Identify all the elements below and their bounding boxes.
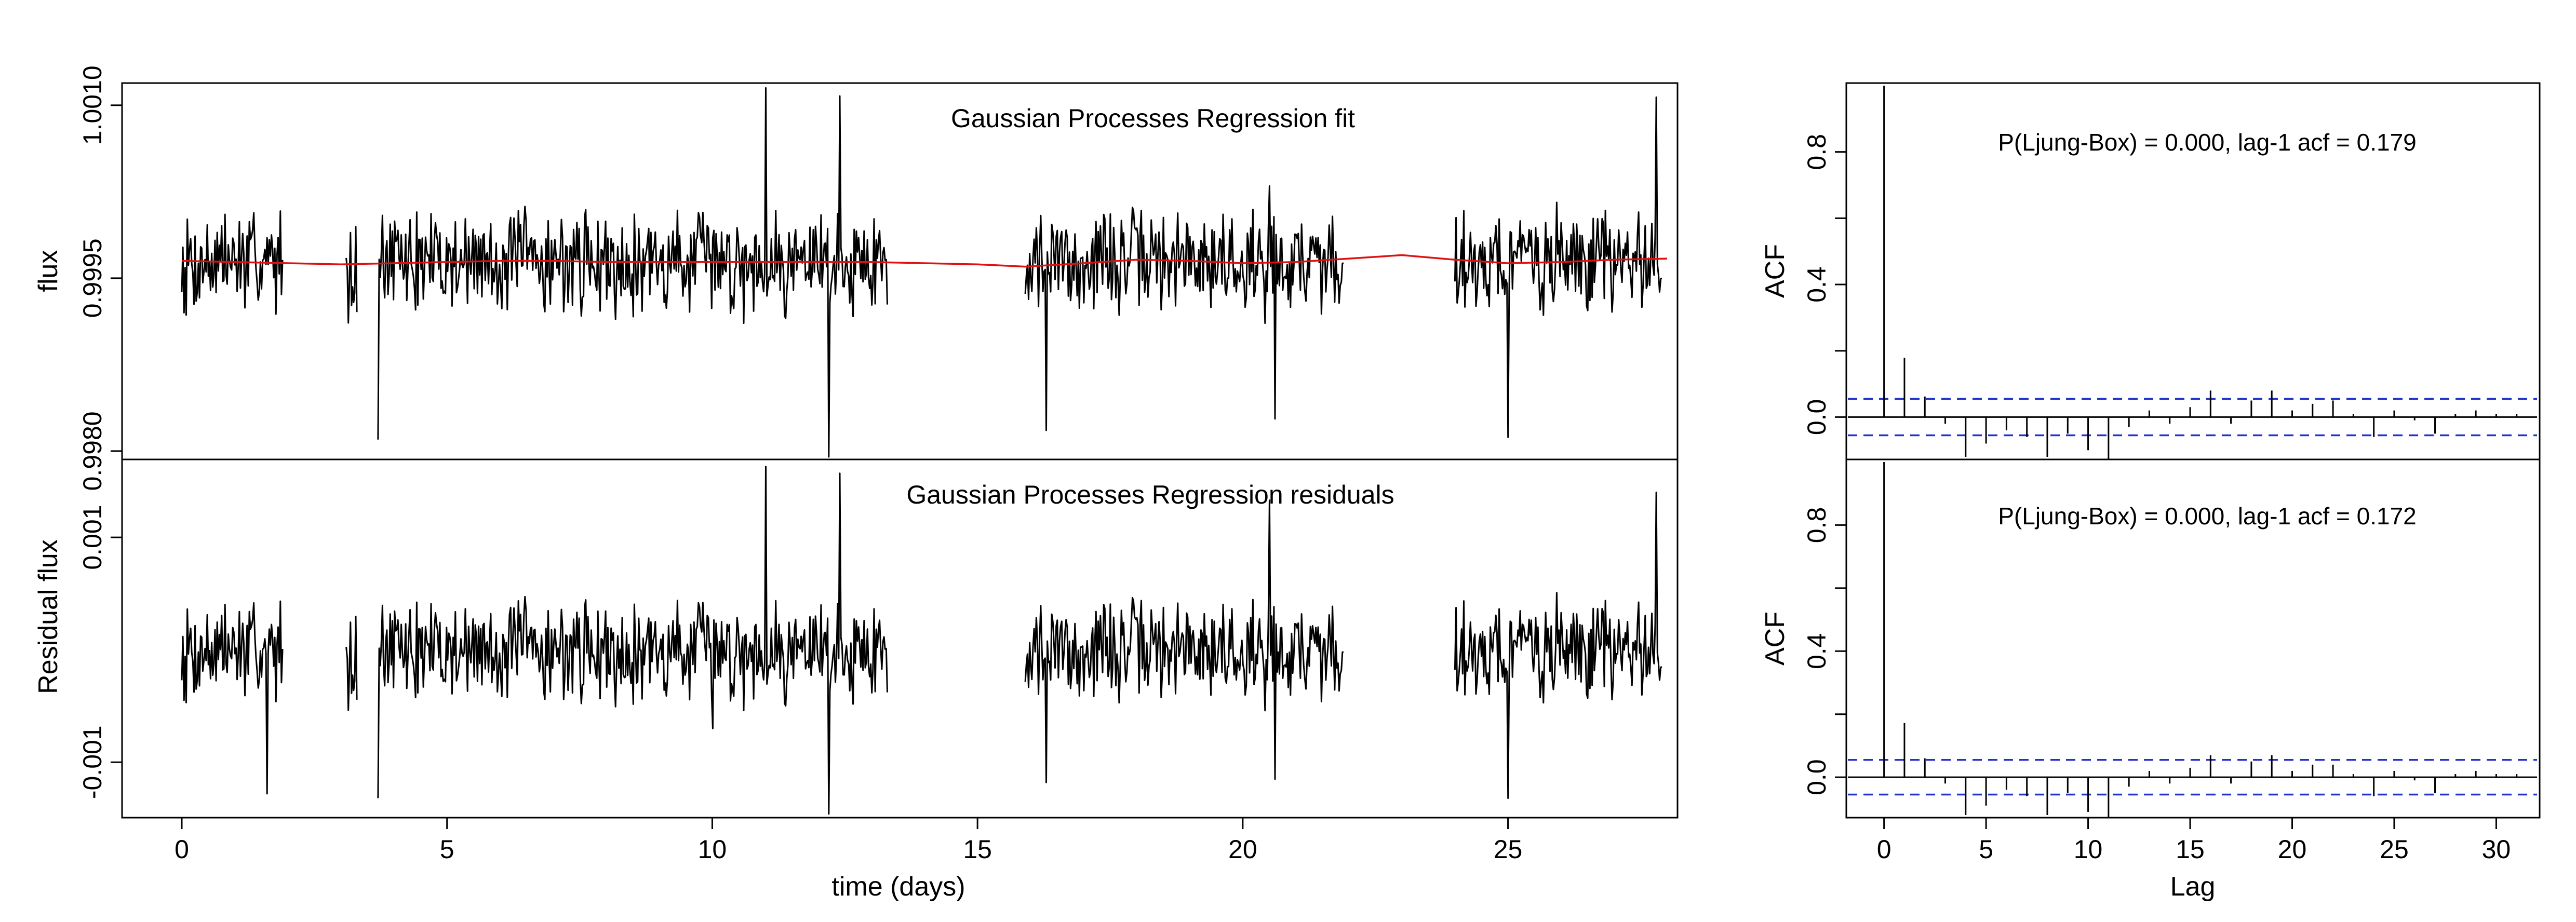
y-tick-label: 0.4 <box>1802 266 1831 303</box>
y-tick-label: 0.8 <box>1802 134 1831 170</box>
observed-segment <box>377 87 888 458</box>
observed-segment <box>1024 185 1344 431</box>
x-tick-label: 20 <box>2278 835 2307 864</box>
x-tick-label: 0 <box>1877 835 1891 864</box>
observed-segment <box>1454 96 1662 438</box>
acf-residuals-y-axis-title: ACF <box>1760 612 1790 666</box>
y-tick-label: 0.0 <box>1802 759 1831 795</box>
residual-segment <box>377 466 888 815</box>
fit-plot-area <box>181 87 1668 458</box>
x-tick-label: 5 <box>440 835 454 864</box>
gp-fit-line <box>181 254 1668 268</box>
acf-residuals-panel: P(Ljung-Box) = 0.000, lag-1 acf = 0.172 … <box>1760 458 2541 902</box>
residuals-y-axis: -0.001 0.001 <box>78 505 123 799</box>
x-tick-label: 25 <box>1494 835 1523 864</box>
residuals-x-axis: 0 5 10 15 20 25 <box>175 817 1523 864</box>
x-tick-label: 20 <box>1228 835 1257 864</box>
residuals-panel: Gaussian Processes Regression residuals … <box>33 458 1679 902</box>
acf-residuals-annotation: P(Ljung-Box) = 0.000, lag-1 acf = 0.172 <box>1998 503 2417 530</box>
acf-residuals-plot-area <box>1848 462 2537 819</box>
acf-residuals-x-axis: 0 5 10 15 20 25 30 <box>1877 817 2511 864</box>
acf-fit-annotation: P(Ljung-Box) = 0.000, lag-1 acf = 0.179 <box>1998 129 2417 156</box>
y-tick-label: -0.001 <box>78 725 107 799</box>
y-tick-label: 0.9980 <box>78 411 107 491</box>
x-tick-label: 5 <box>1979 835 1993 864</box>
acf-fit-y-axis-title: ACF <box>1760 244 1790 298</box>
x-tick-label: 0 <box>175 835 189 864</box>
x-tick-label: 25 <box>2380 835 2409 864</box>
y-tick-label: 0.9995 <box>78 238 107 318</box>
acf-fit-y-axis: 0.0 0.4 0.8 <box>1802 134 1847 436</box>
fit-y-axis: 0.9980 0.9995 1.0010 <box>78 65 123 491</box>
acf-residuals-y-axis: 0.0 0.4 0.8 <box>1802 507 1847 795</box>
acf-residuals-x-axis-title: Lag <box>2170 872 2216 902</box>
fit-y-axis-title: flux <box>33 250 63 292</box>
residual-segment <box>181 600 284 795</box>
residual-segment <box>345 616 358 711</box>
residuals-y-axis-title: Residual flux <box>33 539 63 694</box>
acf-fit-panel: P(Ljung-Box) = 0.000, lag-1 acf = 0.179 … <box>1760 82 2541 460</box>
x-tick-label: 10 <box>2074 835 2103 864</box>
y-tick-label: 0.0 <box>1802 399 1831 436</box>
observed-segment <box>345 226 358 324</box>
residuals-plot-area <box>181 466 1662 815</box>
x-tick-label: 30 <box>2482 835 2511 864</box>
y-tick-label: 0.8 <box>1802 507 1831 544</box>
residuals-panel-title: Gaussian Processes Regression residuals <box>906 480 1394 509</box>
acf-fit-plot-area <box>1848 86 2537 460</box>
residual-segment <box>1454 492 1662 799</box>
y-tick-label: 1.0010 <box>78 65 107 145</box>
y-tick-label: 0.4 <box>1802 633 1831 670</box>
x-tick-label: 10 <box>698 835 727 864</box>
x-tick-label: 15 <box>963 835 992 864</box>
residuals-x-axis-title: time (days) <box>831 872 965 902</box>
x-tick-label: 15 <box>2176 835 2205 864</box>
fit-panel-title: Gaussian Processes Regression fit <box>951 104 1355 133</box>
residual-segment <box>1024 499 1344 783</box>
y-tick-label: 0.001 <box>78 505 107 570</box>
fit-panel: Gaussian Processes Regression fit 0.9980… <box>33 65 1679 491</box>
